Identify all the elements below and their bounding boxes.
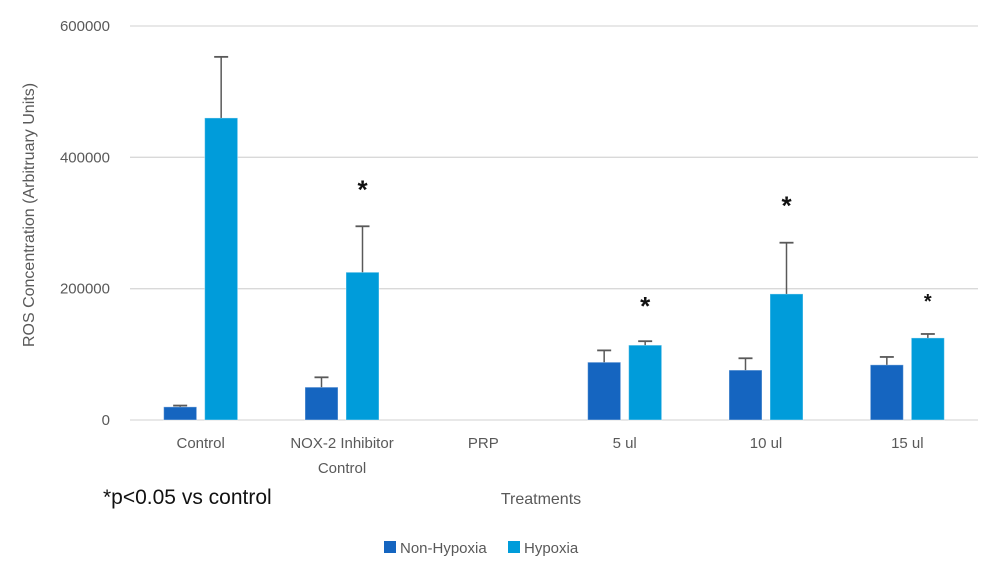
y-tick-label: 600000 xyxy=(60,18,110,35)
x-category-label: 15 ul xyxy=(891,435,924,452)
significance-markers: * * * * xyxy=(357,174,931,321)
x-axis-categories: Control NOX-2 Inhibitor Control PRP 5 ul 10 u… xyxy=(176,435,923,477)
bar-non-hypoxia xyxy=(869,364,904,421)
bar-non-hypoxia xyxy=(587,361,622,421)
significance-asterisk: * xyxy=(924,291,932,313)
bar-hypoxia xyxy=(910,337,945,421)
x-category-label: Control xyxy=(318,460,366,477)
x-category-label: NOX-2 Inhibitor xyxy=(290,435,393,452)
legend-label: Hypoxia xyxy=(524,540,579,557)
y-axis-title: ROS Concentration (Arbitruary Units) xyxy=(21,83,38,347)
significance-note: *p<0.05 vs control xyxy=(103,486,272,509)
x-axis-title: Treatments xyxy=(501,491,581,508)
bar-hypoxia xyxy=(628,344,663,421)
x-category-label: 10 ul xyxy=(750,435,783,452)
legend-swatch-non-hypoxia xyxy=(384,541,396,553)
error-bars xyxy=(173,55,935,407)
bar-hypoxia xyxy=(204,117,239,421)
significance-asterisk: * xyxy=(357,174,368,204)
y-axis-ticks: 0 200000 400000 600000 xyxy=(60,18,110,429)
legend-label: Non-Hypoxia xyxy=(400,540,487,557)
y-tick-label: 200000 xyxy=(60,281,110,298)
legend-swatch-hypoxia xyxy=(508,541,520,553)
x-category-label: 5 ul xyxy=(613,435,637,452)
significance-asterisk: * xyxy=(781,191,792,221)
significance-asterisk: * xyxy=(640,291,651,321)
gridlines xyxy=(130,25,978,421)
legend: Non-Hypoxia Hypoxia xyxy=(384,540,579,557)
bar-non-hypoxia xyxy=(304,386,339,421)
bar-hypoxia xyxy=(345,271,380,421)
bar-non-hypoxia xyxy=(163,406,198,421)
y-tick-label: 0 xyxy=(102,412,110,429)
bar-hypoxia xyxy=(769,293,804,421)
x-category-label: Control xyxy=(176,435,224,452)
y-tick-label: 400000 xyxy=(60,149,110,166)
bars xyxy=(163,117,945,421)
bar-non-hypoxia xyxy=(728,369,763,421)
x-category-label: PRP xyxy=(468,435,499,452)
